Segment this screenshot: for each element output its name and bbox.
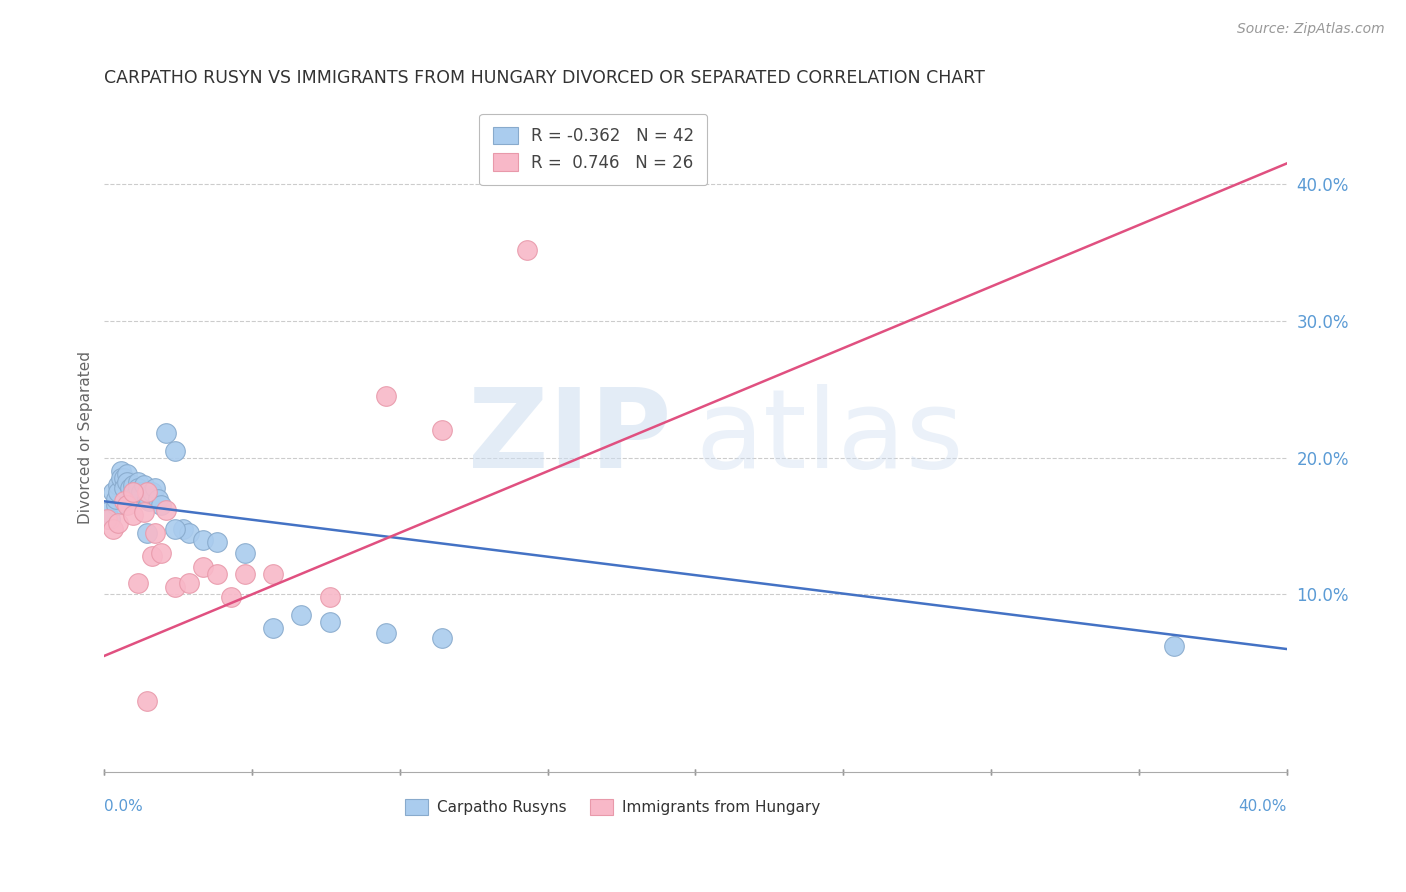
- Point: [205, 535, 228, 549]
- Point: [177, 525, 200, 540]
- Point: [121, 484, 143, 499]
- Point: [112, 494, 135, 508]
- Legend: R = -0.362   N = 42, R =  0.746   N = 26: R = -0.362 N = 42, R = 0.746 N = 26: [479, 113, 707, 185]
- Point: [155, 502, 177, 516]
- Point: [143, 525, 166, 540]
- Point: [1163, 640, 1185, 654]
- Point: [163, 581, 186, 595]
- Point: [127, 481, 149, 495]
- Point: [118, 481, 141, 495]
- Point: [163, 522, 186, 536]
- Point: [205, 566, 228, 581]
- Point: [115, 467, 138, 481]
- Point: [129, 484, 152, 499]
- Point: [219, 590, 242, 604]
- Point: [143, 481, 166, 495]
- Point: [516, 243, 538, 257]
- Point: [163, 443, 186, 458]
- Point: [107, 478, 129, 492]
- Point: [138, 494, 160, 508]
- Point: [191, 560, 214, 574]
- Point: [110, 464, 132, 478]
- Text: atlas: atlas: [696, 384, 965, 491]
- Point: [127, 475, 149, 490]
- Point: [101, 522, 124, 536]
- Point: [132, 505, 155, 519]
- Point: [121, 508, 143, 522]
- Point: [135, 484, 157, 499]
- Text: Source: ZipAtlas.com: Source: ZipAtlas.com: [1237, 22, 1385, 37]
- Point: [98, 512, 121, 526]
- Point: [96, 512, 118, 526]
- Point: [104, 499, 127, 513]
- Point: [318, 590, 340, 604]
- Point: [115, 499, 138, 513]
- Point: [112, 481, 135, 495]
- Point: [374, 625, 396, 640]
- Point: [121, 484, 143, 499]
- Point: [149, 546, 172, 560]
- Text: 0.0%: 0.0%: [104, 799, 143, 814]
- Point: [101, 484, 124, 499]
- Point: [132, 478, 155, 492]
- Point: [127, 576, 149, 591]
- Point: [374, 389, 396, 403]
- Point: [233, 566, 256, 581]
- Point: [110, 471, 132, 485]
- Point: [290, 607, 312, 622]
- Point: [430, 423, 453, 437]
- Point: [107, 516, 129, 531]
- Point: [124, 489, 146, 503]
- Point: [104, 491, 127, 506]
- Point: [149, 499, 172, 513]
- Point: [262, 622, 284, 636]
- Point: [191, 533, 214, 547]
- Y-axis label: Divorced or Separated: Divorced or Separated: [79, 351, 93, 524]
- Point: [146, 491, 169, 506]
- Point: [430, 631, 453, 645]
- Text: CARPATHO RUSYN VS IMMIGRANTS FROM HUNGARY DIVORCED OR SEPARATED CORRELATION CHAR: CARPATHO RUSYN VS IMMIGRANTS FROM HUNGAR…: [104, 69, 986, 87]
- Point: [177, 576, 200, 591]
- Point: [155, 425, 177, 440]
- Text: ZIP: ZIP: [468, 384, 672, 491]
- Point: [112, 471, 135, 485]
- Point: [115, 475, 138, 490]
- Point: [141, 484, 163, 499]
- Point: [135, 525, 157, 540]
- Point: [172, 522, 194, 536]
- Point: [141, 549, 163, 563]
- Point: [318, 615, 340, 629]
- Point: [96, 505, 118, 519]
- Point: [107, 484, 129, 499]
- Point: [262, 566, 284, 581]
- Point: [233, 546, 256, 560]
- Point: [135, 694, 157, 708]
- Text: 40.0%: 40.0%: [1239, 799, 1286, 814]
- Point: [121, 478, 143, 492]
- Point: [135, 491, 157, 506]
